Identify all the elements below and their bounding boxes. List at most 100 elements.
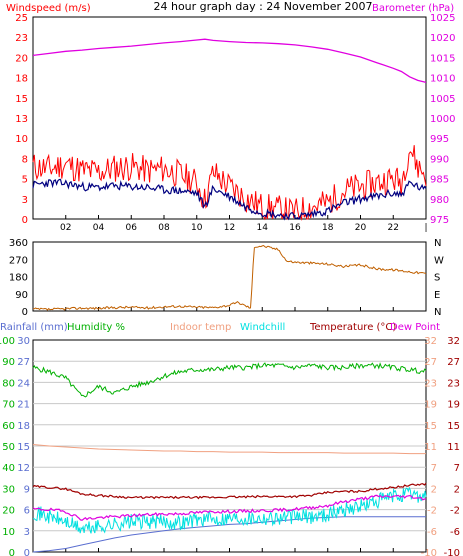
barometer-y-tick-label: 1010	[430, 74, 455, 85]
series-wind-direction	[32, 244, 427, 311]
humidity-y-tick-label: 10	[2, 527, 15, 538]
legend-4: Temperature (°C)	[309, 322, 396, 333]
indoor-y-tick-label: -6	[427, 527, 437, 538]
legend-3: Windchill	[240, 322, 285, 333]
rain-y-tick-label: 15	[17, 442, 30, 453]
rain-y-tick-label: 24	[17, 378, 30, 389]
compass-tick-label: N	[434, 307, 441, 318]
wind-x-tick-label: 10	[191, 223, 203, 233]
humidity-y-tick-label: 20	[2, 506, 15, 517]
humidity-y-tick-label: 30	[2, 484, 15, 495]
wind-y-tick-label: 0	[22, 215, 28, 226]
temp-y-tick-label: -6	[450, 527, 460, 538]
series-dewpoint	[32, 494, 427, 521]
temp-y-tick-label: 7	[454, 463, 460, 474]
series-windspeed-gust	[32, 145, 427, 221]
temp-y-tick-label: -10	[444, 548, 460, 556]
indoor-y-tick-label: 19	[424, 400, 437, 411]
wind-x-tick-label: 20	[355, 223, 367, 233]
legend-5: Dew Point	[390, 322, 440, 333]
series-rainfall	[32, 516, 426, 553]
series-humidity	[32, 362, 427, 398]
barometer-y-tick-label: 1025	[430, 13, 455, 24]
direction-y-tick-label: 90	[15, 290, 28, 301]
humidity-y-tick-label: 90	[2, 357, 15, 368]
wind-x-tick-label: 22	[388, 223, 399, 233]
wind-y-tick-label: 23	[15, 33, 28, 44]
barometer-y-tick-label: 975	[430, 215, 449, 226]
temp-y-tick-label: -2	[450, 506, 460, 517]
wind-x-tick-label: 08	[158, 223, 170, 233]
rain-y-tick-label: 9	[24, 484, 30, 495]
wind-x-tick-label: 04	[93, 223, 105, 233]
wind-x-tick-label: 18	[322, 223, 334, 233]
compass-tick-label: W	[434, 255, 444, 266]
barometer-y-tick-label: 995	[430, 134, 449, 145]
barometer-y-tick-label: 1000	[430, 114, 455, 125]
direction-panel-plot-area	[32, 241, 427, 312]
indoor-y-tick-label: -10	[421, 548, 437, 556]
barometer-y-tick-label: 985	[430, 175, 449, 186]
wind-x-tick-label: 16	[289, 223, 301, 233]
rain-y-tick-label: 3	[24, 527, 30, 538]
rain-y-tick-label: 0	[24, 548, 30, 556]
wind-y-tick-label: 13	[15, 114, 28, 125]
direction-y-tick-label: 0	[22, 307, 28, 318]
barometer-y-tick-label: 1020	[430, 33, 455, 44]
temp-y-tick-label: 19	[447, 400, 460, 411]
rain-y-tick-label: 6	[24, 506, 30, 517]
wind-x-tick-label: 06	[126, 223, 138, 233]
temp-y-tick-label: 11	[447, 442, 460, 453]
wind-y-tick-label: 10	[15, 134, 28, 145]
indoor-y-tick-label: 11	[424, 442, 437, 453]
wind-y-tick-label: 8	[22, 154, 28, 165]
series-windchill	[33, 486, 427, 534]
indoor-y-tick-label: 2	[431, 484, 437, 495]
wind-x-tick-label: |	[424, 223, 427, 233]
wind-y-tick-label: 3	[22, 195, 28, 206]
rain-y-tick-label: 21	[17, 400, 30, 411]
humidity-y-tick-label: 60	[2, 421, 15, 432]
barometer-y-tick-label: 1015	[430, 53, 455, 64]
wind-y-tick-label: 18	[15, 74, 28, 85]
humidity-y-tick-label: 50	[2, 442, 15, 453]
compass-tick-label: E	[434, 290, 440, 301]
indoor-y-tick-label: 32	[424, 336, 437, 347]
legend-windspeed: Windspeed (m/s)	[6, 3, 91, 14]
legend-1: Humidity %	[67, 322, 125, 333]
wind-y-tick-label: 5	[22, 175, 28, 186]
temp-y-tick-label: 23	[447, 378, 460, 389]
wind-y-tick-label: 25	[15, 13, 28, 24]
humidity-y-tick-label: 40	[2, 463, 15, 474]
barometer-y-tick-label: 990	[430, 154, 449, 165]
indoor-y-tick-label: 7	[431, 463, 437, 474]
compass-tick-label: S	[434, 273, 440, 284]
temp-y-tick-label: 2	[454, 484, 460, 495]
direction-y-tick-label: 180	[9, 273, 28, 284]
legend-barometer: Barometer (hPa)	[372, 3, 454, 14]
humidity-y-tick-label: 70	[2, 400, 15, 411]
series-temperature	[32, 482, 427, 500]
barometer-y-tick-label: 980	[430, 195, 449, 206]
direction-y-tick-label: 270	[9, 255, 28, 266]
direction-y-tick-label: 360	[9, 238, 28, 249]
wind-x-tick-label: 12	[224, 223, 235, 233]
rain-y-tick-label: 27	[17, 357, 30, 368]
series-barometer	[32, 38, 427, 84]
legend-2: Indoor temp	[170, 322, 231, 333]
compass-tick-label: N	[434, 238, 441, 249]
indoor-y-tick-label: 15	[424, 421, 437, 432]
legend-0: Rainfall (mm)	[0, 322, 68, 333]
barometer-y-tick-label: 1005	[430, 94, 455, 105]
humidity-y-tick-label: 100	[0, 336, 15, 347]
indoor-y-tick-label: 27	[424, 357, 437, 368]
humidity-y-tick-label: 0	[9, 548, 15, 556]
series-indoor-temp	[32, 444, 426, 455]
indoor-y-tick-label: -2	[427, 506, 437, 517]
rain-y-tick-label: 18	[17, 421, 30, 432]
wind-x-tick-label: 02	[60, 223, 71, 233]
wind-x-tick-label: 14	[257, 223, 269, 233]
temp-y-tick-label: 15	[447, 421, 460, 432]
temp-y-tick-label: 32	[447, 336, 460, 347]
